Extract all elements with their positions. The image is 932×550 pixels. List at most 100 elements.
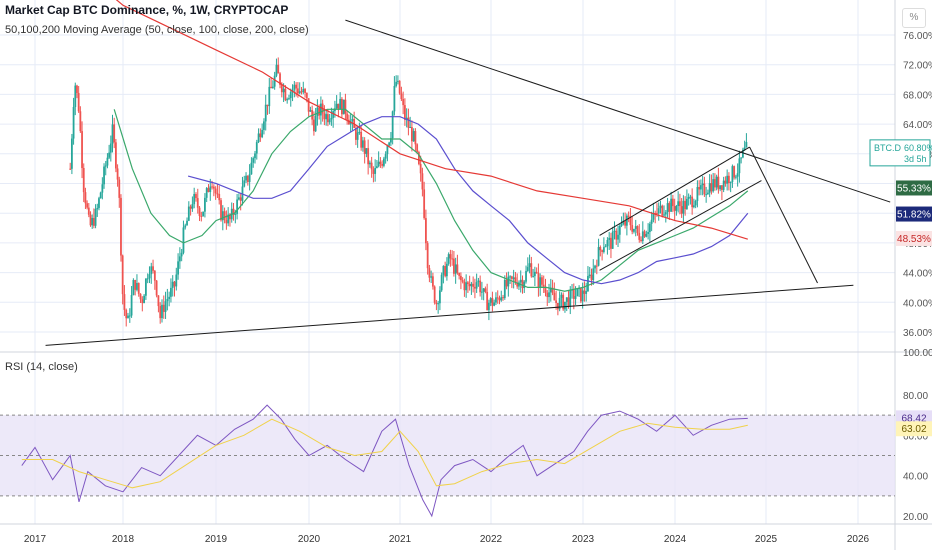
candle-body [705,194,708,196]
candle-body [588,274,591,277]
rsi-tick-label: 80.00 [903,391,928,402]
candle-body [565,297,568,302]
chart-title: Market Cap BTC Dominance, %, 1W, CRYPTOC… [5,3,289,17]
candle-body [377,161,380,167]
candle-body [189,206,192,209]
price-tick-label: 68.00% [903,90,932,101]
candle-body [216,193,219,195]
candle-body [223,211,226,220]
candle-body [468,284,471,287]
candle-body [384,154,387,159]
candle-body [286,99,289,101]
candle-body [680,206,683,214]
candle-body [187,206,190,221]
axes: 36.00%40.00%44.00%48.00%52.00%56.00%60.0… [24,31,932,545]
candle-body [254,153,256,159]
candle-body [150,266,153,275]
candle-body [512,277,515,279]
candle-body [414,131,417,145]
candle-body [137,282,140,294]
candle-body [533,271,536,277]
candle-body [435,302,438,304]
rsi-legend[interactable]: RSI (14, close) [5,361,78,373]
candle-body [273,75,276,87]
current-price-label: 60.80% [904,143,932,153]
percent-toggle-button[interactable]: % [902,8,926,28]
candle-body [332,111,335,118]
candle-body [738,158,741,174]
candle-body [710,183,713,192]
candle-body [200,215,203,217]
candle-body [675,206,678,211]
rsi-tick-label: 60.00 [903,431,928,442]
candle-body [700,185,702,190]
candle-body [153,270,156,281]
candle-body [668,203,671,212]
candle-body [636,226,639,233]
candle-body [430,276,433,278]
candle-body [687,197,690,199]
candle-body [516,282,519,287]
candle-body [708,183,711,193]
candle-body [526,267,529,271]
candle-body [342,99,345,115]
candle-body [395,81,398,86]
candle-body [553,292,556,301]
candle-body [493,302,496,306]
candle-body [537,273,540,288]
candle-body [128,315,131,317]
candle-body [288,98,290,100]
candle-body [558,297,561,310]
candle-body [323,113,326,120]
candle-body [509,276,512,278]
candle-body [307,98,310,112]
candle-body [209,186,212,193]
candle-body [162,304,165,312]
candle-body [488,302,490,311]
candle-body [289,91,292,99]
candle-body [302,88,305,93]
candle-body [227,214,230,224]
candle-body [696,186,699,201]
candle-body [84,192,87,204]
candle-body [143,295,146,304]
candle-body [293,84,296,90]
time-tick-label: 2018 [112,534,135,545]
candle-body [461,280,464,282]
candle-body [383,158,385,166]
candle-body [412,131,415,142]
candle-body [647,232,650,234]
candle-body [625,215,628,226]
candle-body [239,197,242,201]
candle-body [130,295,133,316]
price-labels: BTC.D 60.80%3d 5h 55.33% 51.82% 48.53% 68.426… [869,139,932,437]
candle-body [423,189,426,219]
candle-body [523,281,526,289]
candle-body [579,287,582,302]
candle-body [388,142,391,146]
ma-legend[interactable]: 50,100,200 Moving Average (50, close, 10… [5,24,309,36]
candle-body [263,121,265,130]
rsi-series-rsi-ma [21,418,748,489]
candle-body [615,230,618,240]
candle-body [70,138,73,169]
candle-body [671,198,674,207]
candle-body [191,204,194,209]
candle-body [467,282,469,285]
candle-body [393,85,396,112]
trendline [599,180,762,271]
candle-body [248,174,251,182]
candle-body [211,186,213,188]
candle-body [152,266,154,271]
candle-body [411,127,413,142]
candle-body [264,104,267,122]
candle-body [356,132,359,140]
candle-body [367,148,370,165]
candle-body [297,88,299,94]
candle-body [743,147,746,150]
candle-body [234,213,237,215]
candle-body [370,162,373,170]
candle-body [245,175,247,181]
candle-body [484,288,487,292]
